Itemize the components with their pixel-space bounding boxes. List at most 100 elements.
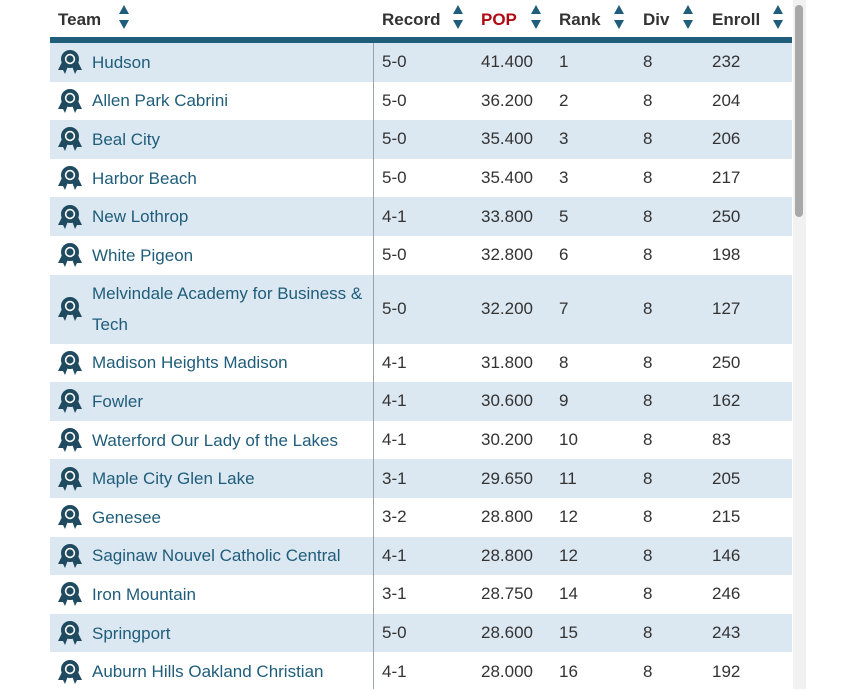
sort-arrows-icon[interactable]: [682, 4, 694, 30]
team-cell: Hudson: [92, 43, 372, 82]
team-cell: Maple City Glen Lake: [92, 459, 372, 498]
team-link[interactable]: Waterford Our Lady of the Lakes: [92, 430, 338, 450]
column-header-div[interactable]: Div: [643, 10, 670, 29]
enroll-cell: 162: [712, 391, 741, 411]
record-cell: 5-0: [382, 129, 407, 149]
table-row: Beal City 5-0 35.400 3 8 206: [50, 120, 792, 159]
team-link[interactable]: Allen Park Cabrini: [92, 91, 229, 111]
award-ribbon-icon: [57, 49, 83, 75]
pop-cell: 28.600: [481, 623, 533, 643]
team-link[interactable]: Madison Heights Madison: [92, 353, 288, 373]
column-header-enroll[interactable]: Enroll: [712, 10, 761, 29]
record-cell: 4-1: [382, 391, 407, 411]
award-ribbon-icon: [57, 466, 83, 492]
rank-cell: 6: [559, 245, 569, 265]
pop-cell: 30.200: [481, 430, 533, 450]
scrollbar-thumb[interactable]: [795, 5, 803, 217]
team-link[interactable]: Maple City Glen Lake: [92, 469, 255, 489]
div-cell: 8: [643, 129, 653, 149]
record-cell: 4-1: [382, 545, 407, 565]
rank-cell: 10: [559, 430, 578, 450]
team-cell: Springport: [92, 614, 372, 653]
pop-cell: 28.800: [481, 507, 533, 527]
team-link[interactable]: Hudson: [92, 52, 151, 72]
rank-cell: 16: [559, 661, 578, 681]
sort-arrows-icon[interactable]: [613, 4, 625, 30]
record-cell: 3-1: [382, 468, 407, 488]
record-cell: 5-0: [382, 245, 407, 265]
table-row: Allen Park Cabrini 5-0 36.200 2 8 204: [50, 82, 792, 121]
team-link[interactable]: Melvindale Academy for Business & Tech: [92, 284, 363, 335]
enroll-cell: 83: [712, 430, 731, 450]
div-cell: 8: [643, 168, 653, 188]
team-link[interactable]: Springport: [92, 623, 171, 643]
table-header: Team Record POP Rank Div Enroll: [50, 0, 792, 43]
table-row: Saginaw Nouvel Catholic Central 4-1 28.800…: [50, 536, 792, 576]
rank-cell: 14: [559, 584, 578, 604]
rank-cell: 5: [559, 206, 569, 226]
pop-cell: 29.650: [481, 468, 533, 488]
sort-arrows-icon[interactable]: [530, 4, 542, 30]
team-link[interactable]: Harbor Beach: [92, 168, 197, 188]
div-cell: 8: [643, 468, 653, 488]
team-cell: New Lothrop: [92, 197, 372, 236]
team-link[interactable]: Beal City: [92, 129, 161, 149]
column-header-team[interactable]: Team: [58, 10, 102, 29]
rank-cell: 2: [559, 90, 569, 110]
record-cell: 4-1: [382, 352, 407, 372]
table-row: Auburn Hills Oakland Christian 4-1 28.000 1…: [50, 652, 792, 691]
div-cell: 8: [643, 430, 653, 450]
table-row: New Lothrop 4-1 33.800 5 8 250: [50, 197, 792, 236]
team-link[interactable]: White Pigeon: [92, 245, 194, 265]
pop-cell: 35.400: [481, 168, 533, 188]
award-ribbon-icon: [57, 427, 83, 453]
div-cell: 8: [643, 245, 653, 265]
table-row: Fowler 4-1 30.600 9 8 162: [50, 382, 792, 421]
record-cell: 5-0: [382, 623, 407, 643]
award-ribbon-icon: [57, 620, 83, 646]
team-link[interactable]: Fowler: [92, 391, 144, 411]
award-ribbon-icon: [57, 659, 83, 685]
rank-cell: 9: [559, 391, 569, 411]
table-row: Maple City Glen Lake 3-1 29.650 11 8 205: [50, 459, 792, 498]
award-ribbon-icon: [57, 581, 83, 607]
column-header-record[interactable]: Record: [382, 10, 441, 29]
rank-cell: 1: [559, 52, 569, 72]
sort-arrows-icon[interactable]: [772, 4, 784, 30]
team-link[interactable]: Genesee: [92, 507, 161, 527]
div-cell: 8: [643, 661, 653, 681]
column-header-pop[interactable]: POP: [481, 10, 517, 29]
record-cell: 5-0: [382, 299, 407, 319]
team-cell: Harbor Beach: [92, 159, 372, 198]
pop-cell: 35.400: [481, 129, 533, 149]
div-cell: 8: [643, 90, 653, 110]
team-link[interactable]: Auburn Hills Oakland Christian: [92, 662, 324, 682]
team-cell: Waterford Our Lady of the Lakes: [92, 421, 372, 460]
rank-cell: 12: [559, 545, 578, 565]
table-row: Harbor Beach 5-0 35.400 3 8 217: [50, 159, 792, 198]
record-cell: 4-1: [382, 430, 407, 450]
table-row: Iron Mountain 3-1 28.750 14 8 246: [50, 575, 792, 614]
rank-cell: 7: [559, 299, 569, 319]
team-cell: Auburn Hills Oakland Christian: [92, 652, 372, 691]
award-ribbon-icon: [57, 126, 83, 152]
enroll-cell: 243: [712, 623, 741, 643]
sort-arrows-icon[interactable]: [452, 4, 464, 30]
rankings-table: Team Record POP Rank Div Enroll Hudson 5-0 41.4…: [50, 0, 792, 691]
team-link[interactable]: Saginaw Nouvel Catholic Central: [92, 546, 341, 566]
sort-arrows-icon[interactable]: [118, 4, 130, 30]
team-link[interactable]: New Lothrop: [92, 207, 189, 227]
award-ribbon-icon: [57, 242, 83, 268]
record-cell: 5-0: [382, 52, 407, 72]
award-ribbon-icon: [57, 204, 83, 230]
pop-cell: 32.200: [481, 299, 533, 319]
enroll-cell: 146: [712, 545, 741, 565]
record-cell: 4-1: [382, 661, 407, 681]
rank-cell: 15: [559, 623, 578, 643]
pop-cell: 28.000: [481, 661, 533, 681]
team-link[interactable]: Iron Mountain: [92, 584, 196, 604]
table-row: Genesee 3-2 28.800 12 8 215: [50, 498, 792, 537]
column-header-rank[interactable]: Rank: [559, 10, 601, 29]
div-cell: 8: [643, 352, 653, 372]
table-row: Madison Heights Madison 4-1 31.800 8 8 250: [50, 344, 792, 383]
